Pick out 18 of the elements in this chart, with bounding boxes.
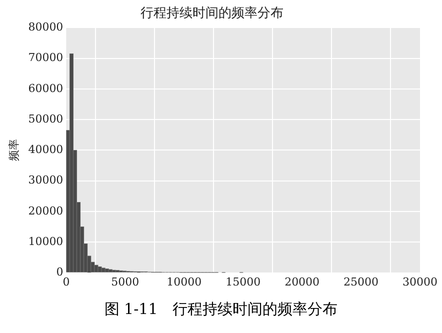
y-tick-label: 20000 (28, 204, 64, 218)
chart-title: 行程持续时间的频率分布 (140, 5, 284, 22)
x-tick-label: 10000 (166, 275, 202, 288)
y-axis-title: 频率 (7, 139, 20, 162)
y-tick-label: 60000 (28, 82, 64, 95)
y-tick-label: 50000 (28, 112, 64, 126)
x-tick-label: 20000 (284, 275, 320, 288)
x-tick-label: 25000 (344, 275, 379, 288)
y-tick-label: 10000 (28, 235, 64, 248)
y-tick-label: 30000 (28, 174, 64, 187)
x-tick-label: 30000 (402, 275, 438, 288)
x-tick-label: 5000 (111, 275, 140, 288)
x-tick-label: 15000 (226, 275, 261, 288)
y-tick-label: 40000 (28, 143, 64, 156)
caption: 图 1-11 行程持续时间的频率分布 (103, 300, 339, 319)
y-tick-label: 0 (56, 266, 64, 279)
y-tick-label: 70000 (28, 51, 64, 64)
y-tick-label: 80000 (28, 20, 64, 34)
